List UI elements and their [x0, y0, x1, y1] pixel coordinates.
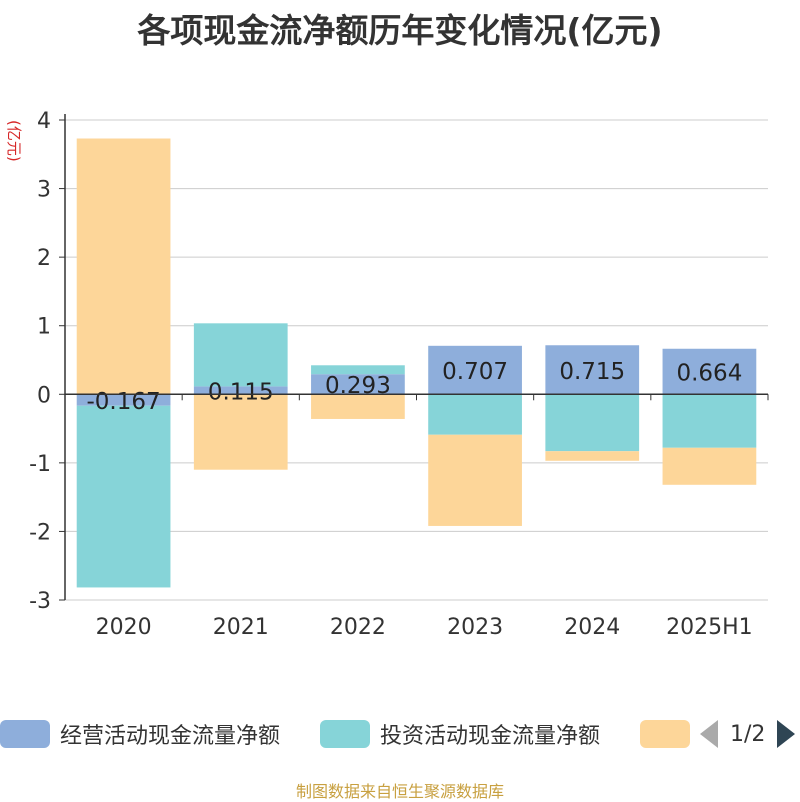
bar-series3-2025H1	[662, 447, 757, 485]
bar-series1-2023	[428, 345, 522, 395]
y-tick-label: -2	[29, 520, 51, 545]
data-label: 0.115	[208, 379, 274, 405]
bar-series2-2024	[545, 394, 640, 452]
y-tick-label: -1	[29, 452, 51, 477]
bar-series1-2025H1	[662, 348, 757, 395]
bar-series3-2021	[193, 394, 288, 470]
bar-series3-2023	[428, 434, 522, 526]
bar-series1-2020	[76, 394, 171, 406]
bar-series2-2021	[193, 323, 288, 387]
bar-series2-2023	[428, 394, 522, 435]
legend: 经营活动现金流量净额 投资活动现金流量净额 1/2	[0, 714, 800, 754]
legend-swatch	[0, 720, 50, 748]
legend-label: 投资活动现金流量净额	[380, 724, 601, 749]
x-tick-label: 2025H1	[666, 615, 753, 640]
y-tick-label: 3	[37, 178, 51, 203]
data-label: 0.715	[559, 359, 625, 385]
legend-item[interactable]: 经营活动现金流量净额	[0, 714, 280, 754]
bar-series3-2022	[311, 394, 405, 419]
x-tick-label: 2023	[447, 615, 503, 640]
data-label: 0.293	[325, 373, 391, 399]
bar-series2-2025H1	[662, 394, 757, 448]
legend-item[interactable]	[640, 714, 700, 754]
data-label: 0.707	[442, 359, 508, 385]
y-tick-label: 2	[37, 246, 51, 271]
x-tick-label: 2024	[564, 615, 620, 640]
x-tick-label: 2021	[213, 615, 269, 640]
x-tick-label: 2022	[330, 615, 386, 640]
y-tick-label: -3	[29, 589, 51, 614]
bar-series1-2022	[311, 374, 405, 395]
data-label: 0.664	[676, 361, 742, 387]
bar-series2-2020	[76, 405, 171, 588]
y-tick-label: 0	[37, 383, 51, 408]
y-tick-label: 4	[37, 109, 51, 134]
chart-title: 各项现金流净额历年变化情况(亿元)	[137, 11, 663, 50]
bar-series2-2022	[311, 365, 405, 375]
source-note: 制图数据来自恒生聚源数据库	[295, 782, 504, 801]
x-tick-label: 2020	[96, 615, 152, 640]
legend-pager: 1/2	[700, 714, 796, 754]
prev-page-icon[interactable]	[700, 720, 718, 748]
y-tick-label: 1	[37, 315, 51, 340]
bar-series3-2024	[545, 451, 640, 461]
legend-page-indicator: 1/2	[730, 721, 766, 747]
cash-flow-chart: (亿元) 4 3 2 1 0 -1 -2 -3 -0.167 0.115 0.293 0.707 0.71…	[5, 109, 769, 640]
data-label: -0.167	[87, 389, 161, 415]
legend-item[interactable]: 投资活动现金流量净额	[320, 714, 600, 754]
bar-series1-2024	[545, 345, 640, 395]
bar-series1-2021	[193, 386, 288, 395]
legend-swatch	[640, 720, 690, 748]
y-axis-unit-label: (亿元)	[5, 120, 23, 162]
legend-swatch	[320, 720, 370, 748]
bar-series3-2020	[76, 138, 171, 395]
legend-label: 经营活动现金流量净额	[60, 724, 281, 749]
next-page-icon[interactable]	[777, 720, 796, 748]
